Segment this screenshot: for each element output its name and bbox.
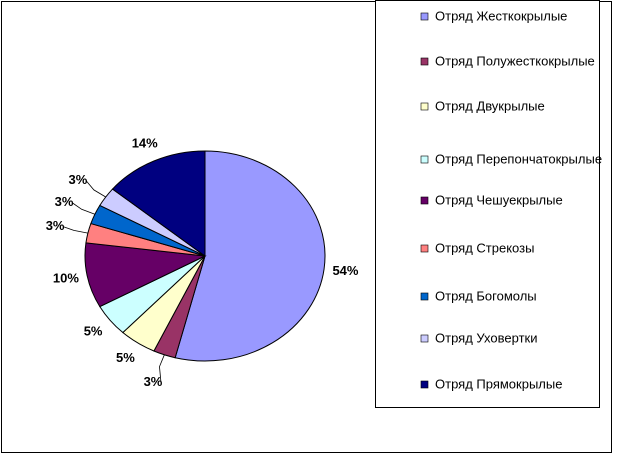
leader-line: [62, 226, 88, 234]
legend-label: Отряд Полужесткокрылые: [435, 53, 595, 68]
legend-swatch: [420, 244, 429, 253]
legend-swatch: [420, 57, 429, 66]
data-label: 10%: [53, 271, 79, 286]
leader-line: [85, 180, 106, 198]
legend-box: [375, 0, 600, 408]
legend: Отряд Жесткокрылые Отряд Полужесткокрылые…: [420, 8, 602, 391]
leader-line: [159, 354, 165, 383]
legend-swatch: [420, 102, 429, 111]
data-label: 3%: [69, 172, 88, 187]
leader-line: [71, 202, 96, 215]
legend-label: Отряд Стрекозы: [435, 240, 534, 255]
legend-swatch: [420, 292, 429, 301]
pie-slice: [84, 242, 207, 308]
pie-slice: [174, 150, 326, 362]
legend-swatch: [420, 155, 429, 164]
legend-label: Отряд Перепончатокрылые: [435, 151, 602, 166]
data-label: 3%: [46, 218, 65, 233]
legend-swatch: [420, 196, 429, 205]
legend-label: Отряд Двукрылые: [435, 98, 545, 113]
legend-label: Отряд Уховертки: [435, 330, 537, 345]
legend-swatch: [420, 12, 429, 21]
pie: 54% 3% 5% 5% 10% 3% 3% 3% 14%: [46, 135, 359, 389]
legend-swatch: [420, 380, 429, 389]
data-label: 5%: [116, 350, 135, 365]
legend-label: Отряд Чешуекрылые: [435, 192, 563, 207]
legend-label: Отряд Жесткокрылые: [435, 8, 567, 23]
data-label: 5%: [84, 323, 103, 338]
legend-label: Отряд Богомолы: [435, 288, 537, 303]
legend-label: Отряд Прямокрылые: [435, 376, 562, 391]
data-label: 54%: [332, 263, 358, 278]
data-label: 3%: [55, 194, 74, 209]
pie-slice: [111, 150, 206, 257]
data-label: 3%: [144, 374, 163, 389]
legend-swatch: [420, 334, 429, 343]
data-label: 14%: [132, 135, 158, 150]
